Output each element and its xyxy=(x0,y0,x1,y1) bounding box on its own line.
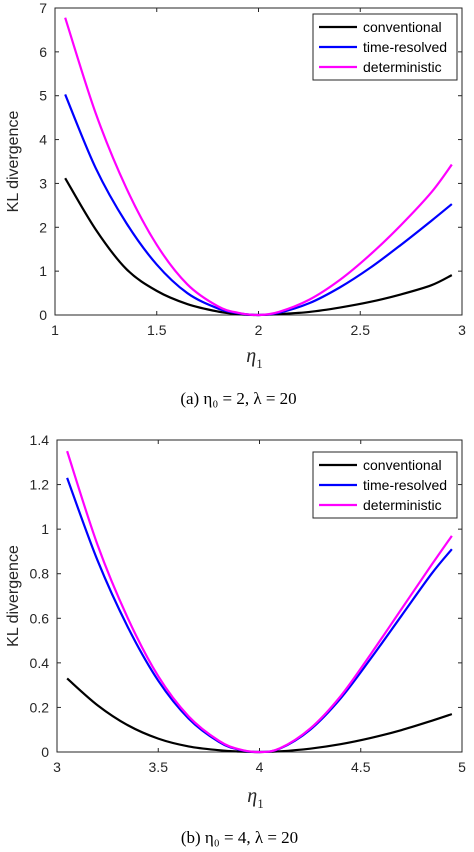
x-tick-label: 3 xyxy=(53,759,61,775)
series-line-time-resolved xyxy=(64,93,453,317)
x-tick-label: 5 xyxy=(458,759,466,775)
y-tick-label: 3 xyxy=(39,175,47,191)
figure-caption: (b) η₀ = 4, λ = 20 xyxy=(181,828,298,847)
y-tick-label: 0 xyxy=(39,307,47,323)
series-line-deterministic xyxy=(64,17,453,317)
chart-b: 3 3.5 4 4.5 5 0 0.2 0.4 0.6 0.8 1 1.2 1.4 KL divergen… xyxy=(5,432,466,847)
x-tick-label: 3.5 xyxy=(149,759,169,775)
x-tick-label: 2 xyxy=(255,322,263,338)
x-axis-label: η1 xyxy=(247,785,263,811)
x-tick-label: 4.5 xyxy=(351,759,371,775)
x-tick-label: 1 xyxy=(51,322,59,338)
y-tick-label: 6 xyxy=(39,44,47,60)
legend-label-conventional: conventional xyxy=(363,19,442,35)
x-tick-label: 3 xyxy=(458,322,466,338)
x-tick-label: 4 xyxy=(256,759,264,775)
legend-label-deterministic: deterministic xyxy=(363,497,442,513)
y-tick-label: 5 xyxy=(39,88,47,104)
legend-label-conventional: conventional xyxy=(363,457,442,473)
x-axis-label: η1 xyxy=(246,345,262,371)
y-tick-label: 0.4 xyxy=(30,655,50,671)
y-axis-label: KL divergence xyxy=(5,545,22,647)
series-line-deterministic xyxy=(66,450,453,754)
legend-label-deterministic: deterministic xyxy=(363,59,442,75)
y-tick-label: 1 xyxy=(39,263,47,279)
y-axis-label: KL divergence xyxy=(5,111,22,213)
y-tick-label: 0 xyxy=(41,744,49,760)
y-tick-label: 0.8 xyxy=(30,566,50,582)
x-tick-label: 1.5 xyxy=(147,322,167,338)
series-line-conventional xyxy=(66,677,453,754)
y-tick-label: 0.6 xyxy=(30,610,50,626)
y-tick-label: 1.4 xyxy=(30,432,50,448)
series-line-conventional xyxy=(64,177,453,317)
y-tick-label: 4 xyxy=(39,132,47,148)
series-line-time-resolved xyxy=(66,477,453,754)
legend-label-time-resolved: time-resolved xyxy=(363,39,447,55)
y-tick-label: 1.2 xyxy=(30,477,50,493)
y-tick-label: 1 xyxy=(41,521,49,537)
x-tick-label: 2.5 xyxy=(351,322,371,338)
legend-label-time-resolved: time-resolved xyxy=(363,477,447,493)
y-tick-label: 2 xyxy=(39,219,47,235)
y-tick-label: 0.2 xyxy=(30,699,50,715)
y-tick-label: 7 xyxy=(39,0,47,16)
figure-caption: (a) η₀ = 2, λ = 20 xyxy=(180,389,296,408)
